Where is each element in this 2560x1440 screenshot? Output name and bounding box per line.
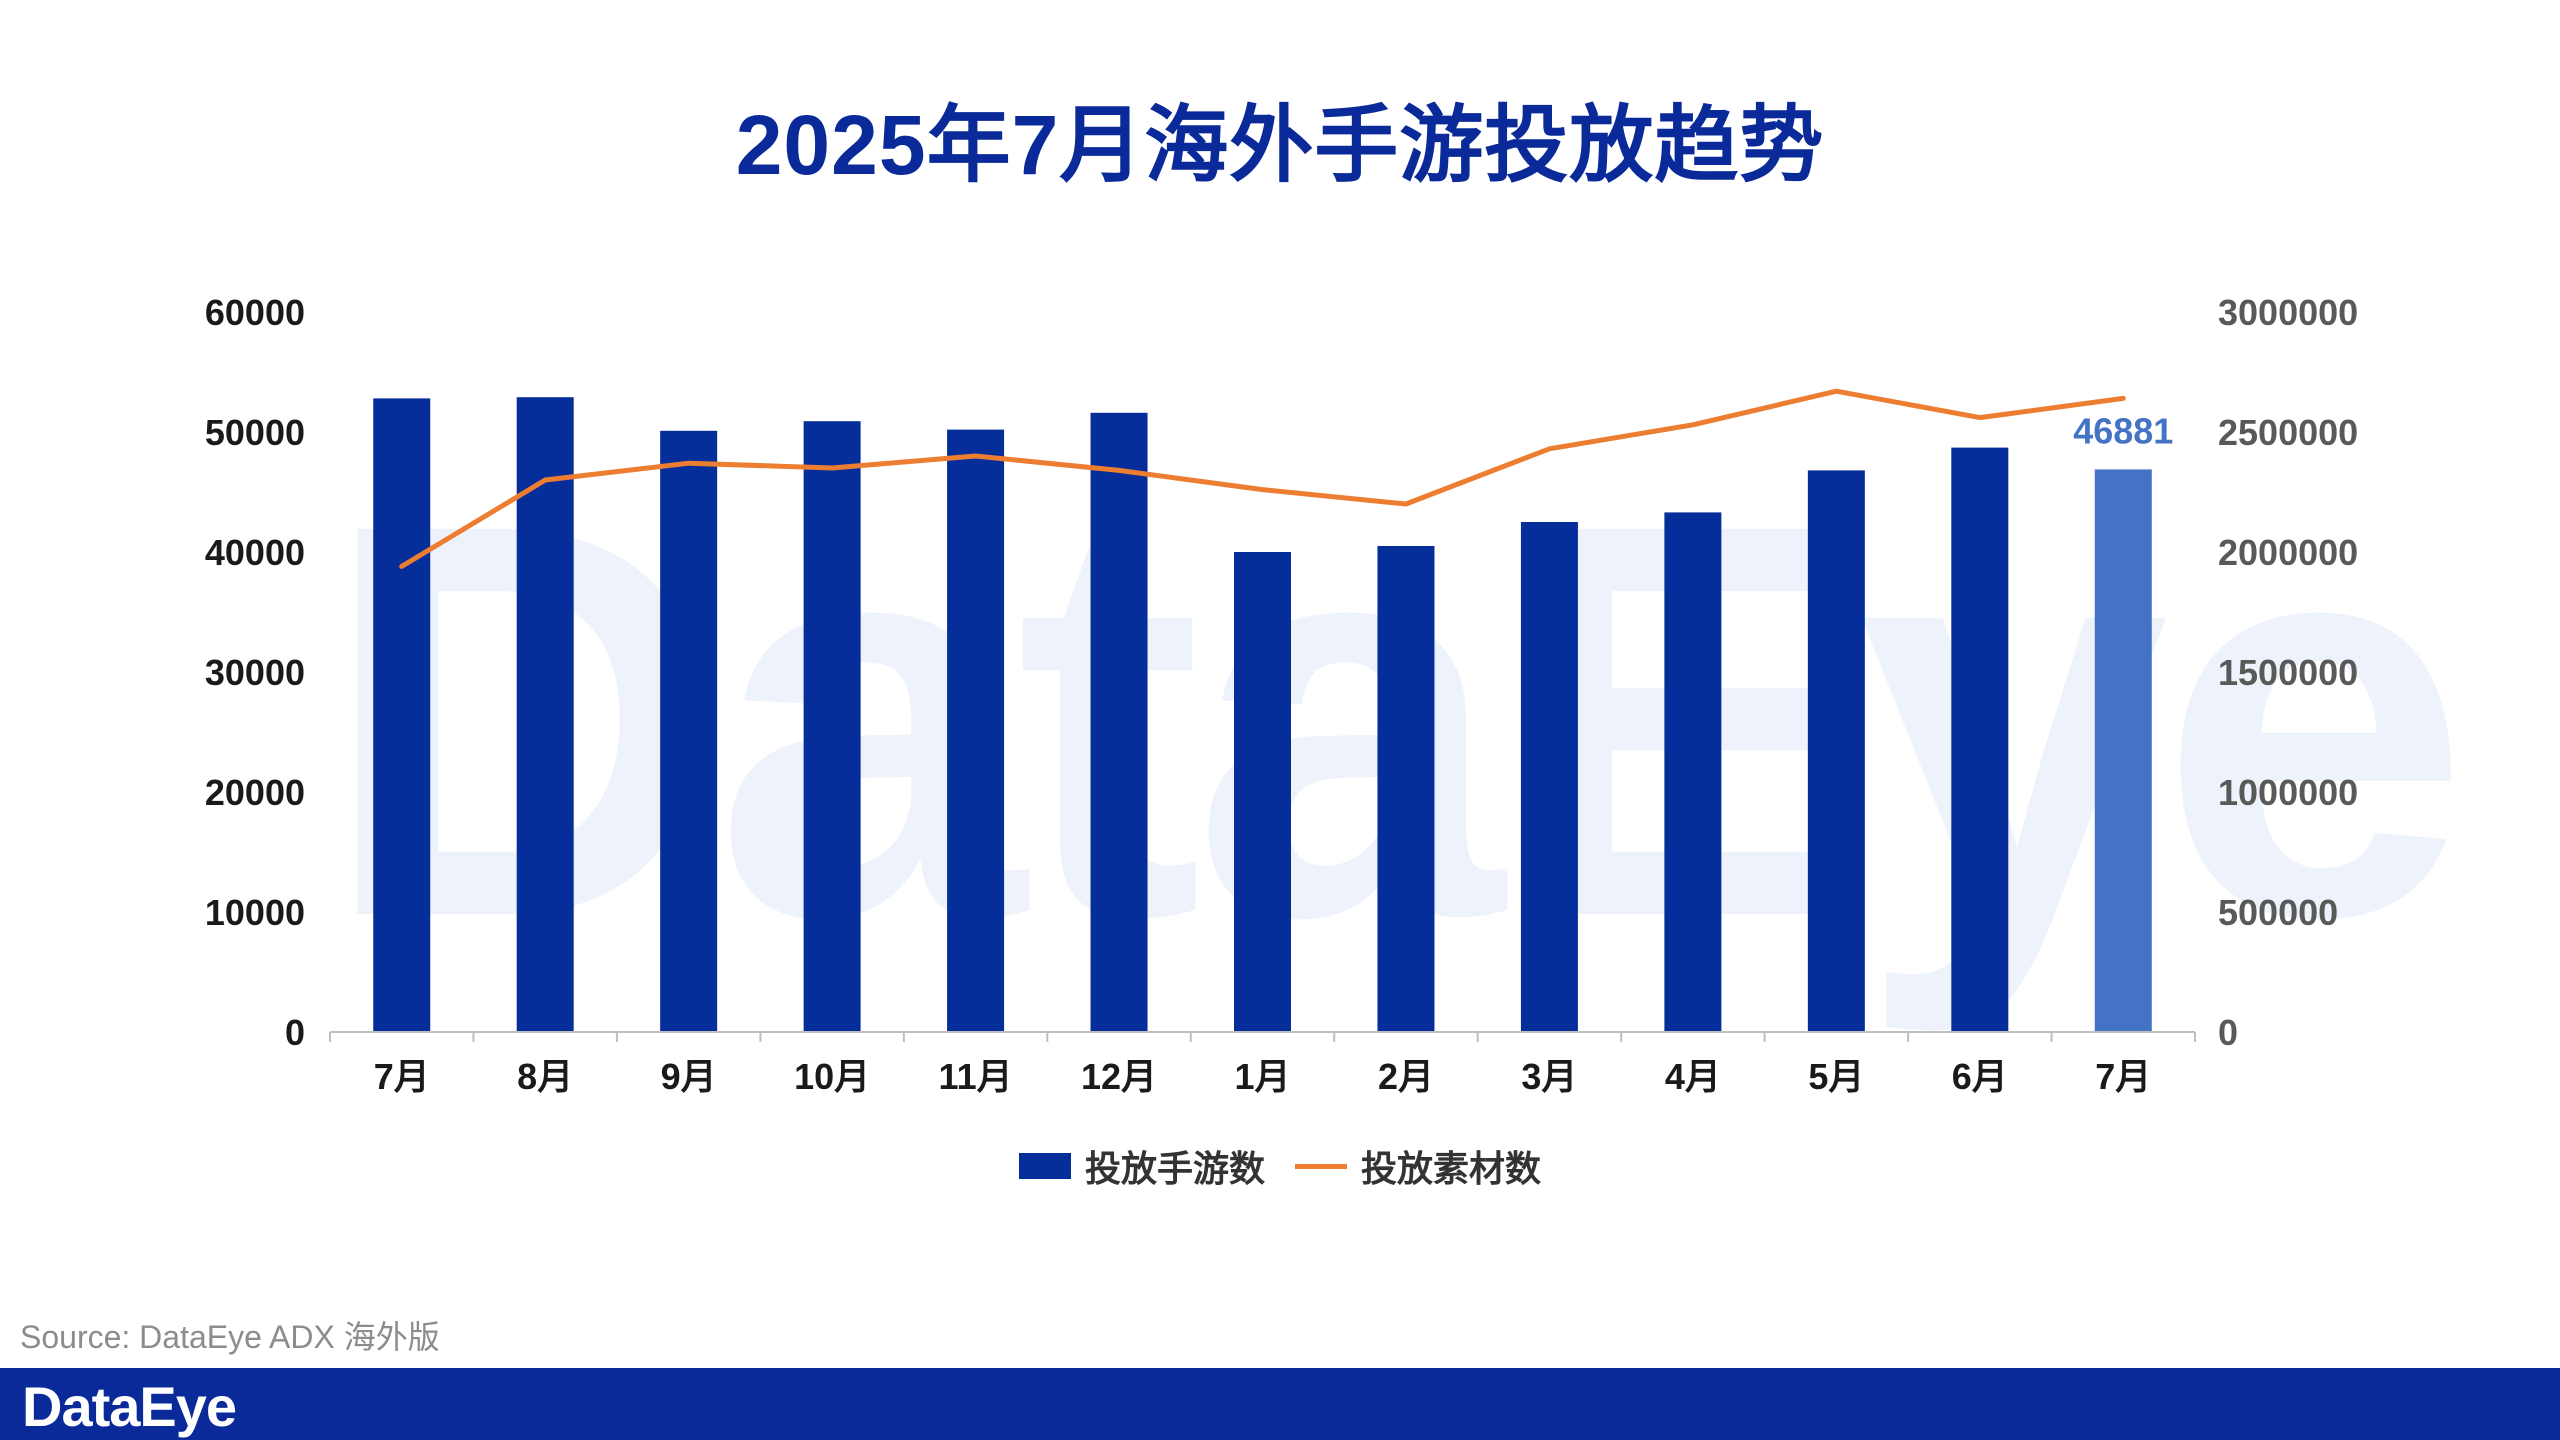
legend-bar-swatch bbox=[1018, 1153, 1071, 1179]
x-tick-label: 7月 bbox=[2095, 1056, 2151, 1097]
bar bbox=[516, 397, 574, 1032]
x-tick-label: 6月 bbox=[1952, 1056, 2008, 1097]
left-tick-label: 0 bbox=[285, 1012, 305, 1053]
data-label: 46881 bbox=[2073, 410, 2173, 451]
x-tick-label: 10月 bbox=[794, 1056, 870, 1097]
left-tick-label: 40000 bbox=[205, 532, 305, 573]
right-tick-label: 3000000 bbox=[2218, 292, 2358, 333]
chart-title: 2025年7月海外手游投放趋势 bbox=[735, 98, 1825, 192]
legend-line-swatch bbox=[1295, 1163, 1347, 1169]
right-tick-label: 1000000 bbox=[2218, 772, 2358, 813]
legend-item-creatives[interactable]: 投放素材数 bbox=[1295, 1140, 1541, 1192]
right-tick-label: 0 bbox=[2218, 1012, 2238, 1053]
legend: 投放手游数 投放素材数 bbox=[0, 1140, 2560, 1192]
right-tick-label: 1500000 bbox=[2218, 652, 2358, 693]
left-tick-label: 30000 bbox=[205, 652, 305, 693]
x-tick-label: 4月 bbox=[1665, 1056, 1721, 1097]
x-tick-label: 12月 bbox=[1081, 1056, 1157, 1097]
left-axis: 0 10000 20000 30000 40000 50000 60000 bbox=[205, 292, 305, 1053]
right-tick-label: 2500000 bbox=[2218, 412, 2358, 453]
bar bbox=[1234, 552, 1291, 1032]
left-tick-label: 60000 bbox=[205, 292, 305, 333]
x-tick-label: 3月 bbox=[1521, 1056, 1577, 1097]
x-tick-label: 5月 bbox=[1808, 1056, 1864, 1097]
bar bbox=[373, 398, 431, 1032]
footer-logo: DataEye bbox=[22, 1375, 237, 1438]
x-tick-label: 11月 bbox=[939, 1056, 1013, 1097]
bar bbox=[1520, 522, 1578, 1032]
bar bbox=[1090, 412, 1148, 1032]
right-tick-label: 500000 bbox=[2218, 892, 2338, 933]
bar bbox=[1377, 546, 1435, 1032]
legend-label-games: 投放手游数 bbox=[1084, 1148, 1265, 1189]
legend-item-games[interactable]: 投放手游数 bbox=[1018, 1140, 1265, 1192]
x-tick-label: 2月 bbox=[1378, 1056, 1434, 1097]
right-axis: 0 500000 1000000 1500000 2000000 2500000 30000… bbox=[2218, 292, 2358, 1053]
legend-label-creatives: 投放素材数 bbox=[1361, 1148, 1542, 1189]
x-axis: 7月 8月 9月 10月 11月 12月 1月 2月 3月 4月 5月 6月 7月 bbox=[329, 1031, 2196, 1097]
left-tick-label: 50000 bbox=[205, 412, 305, 453]
x-tick-label: 7月 bbox=[374, 1056, 430, 1097]
bar bbox=[803, 421, 861, 1032]
left-tick-label: 10000 bbox=[205, 892, 305, 933]
left-tick-label: 20000 bbox=[205, 772, 305, 813]
x-tick-label: 1月 bbox=[1234, 1056, 1290, 1097]
bar bbox=[947, 429, 1005, 1033]
bar bbox=[1951, 447, 2009, 1033]
bar-series bbox=[373, 397, 2152, 1033]
bar bbox=[660, 430, 718, 1032]
x-tick-label: 8月 bbox=[517, 1056, 573, 1097]
line-path bbox=[399, 388, 2126, 569]
footer-bar: DataEye bbox=[0, 1368, 2560, 1440]
x-tick-label: 9月 bbox=[661, 1056, 717, 1097]
right-tick-label: 2000000 bbox=[2218, 532, 2358, 573]
bar bbox=[2094, 469, 2152, 1033]
bar bbox=[1807, 470, 1865, 1032]
data-labels: 46881 bbox=[2073, 410, 2173, 451]
chart: 0 10000 20000 30000 40000 50000 60000 0 500000 1… bbox=[205, 292, 2358, 1097]
source-note: Source: DataEye ADX 海外版 bbox=[20, 1319, 440, 1355]
line-series bbox=[399, 388, 2126, 569]
bar bbox=[1664, 512, 1722, 1032]
